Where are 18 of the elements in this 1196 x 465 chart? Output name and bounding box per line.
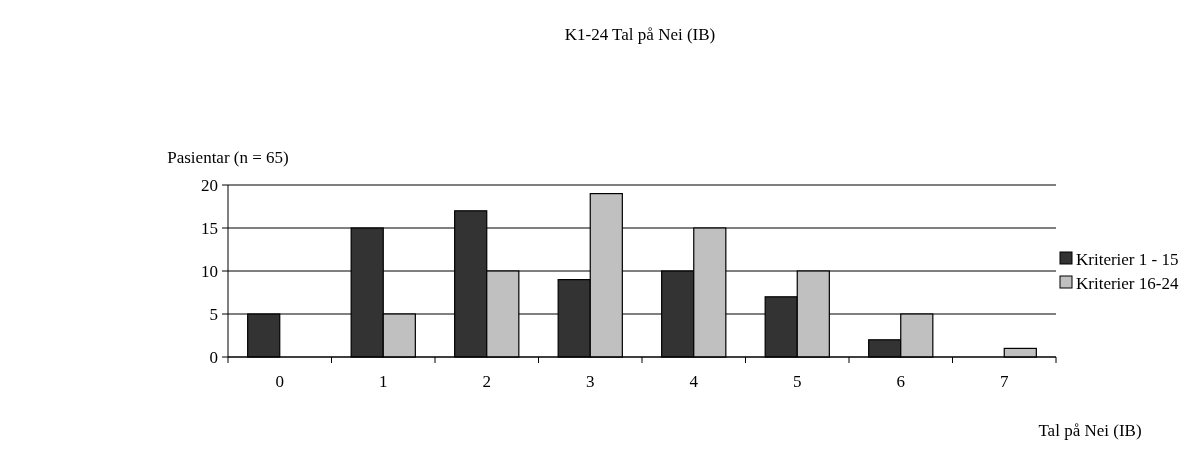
x-tick-label: 7 <box>1000 372 1009 391</box>
y-tick-label: 20 <box>201 175 218 195</box>
y-tick-label: 5 <box>209 304 218 324</box>
x-axis-title: Tal på Nei (IB) <box>1038 421 1142 440</box>
chart-title: K1-24 Tal på Nei (IB) <box>564 25 716 44</box>
x-tick-label: 4 <box>689 372 699 391</box>
x-tick-label: 6 <box>896 372 905 391</box>
x-tick-label: 3 <box>586 372 595 391</box>
x-tick-label: 5 <box>793 372 802 391</box>
legend-label: Kriterier 16-24 <box>1076 273 1179 293</box>
y-tick-label: 10 <box>201 261 218 281</box>
y-tick-label: 0 <box>209 347 218 367</box>
x-tick-label: 2 <box>482 372 491 391</box>
y-axis-title: Pasientar (n = 65) <box>167 148 289 167</box>
legend-label: Kriterier 1 - 15 <box>1076 249 1179 269</box>
y-tick-label: 15 <box>201 218 218 238</box>
x-tick-label: 0 <box>275 372 284 391</box>
x-tick-label: 1 <box>379 372 388 391</box>
